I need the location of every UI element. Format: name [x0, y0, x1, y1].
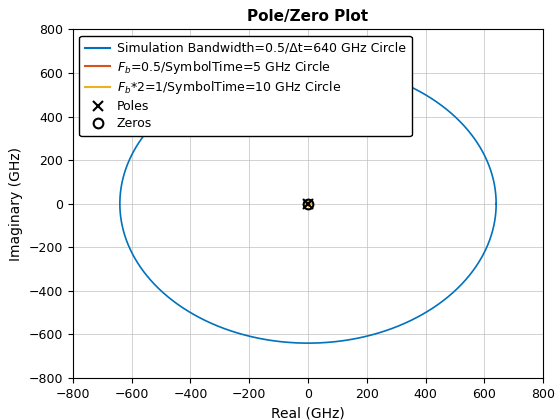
Title: Pole/Zero Plot: Pole/Zero Plot: [248, 9, 368, 24]
Y-axis label: Imaginary (GHz): Imaginary (GHz): [9, 147, 23, 261]
X-axis label: Real (GHz): Real (GHz): [271, 406, 345, 420]
Legend: Simulation Bandwidth=0.5/Δt=640 GHz Circle, $F_b$=0.5/SymbolTime=5 GHz Circle, $: Simulation Bandwidth=0.5/Δt=640 GHz Circ…: [79, 36, 412, 136]
